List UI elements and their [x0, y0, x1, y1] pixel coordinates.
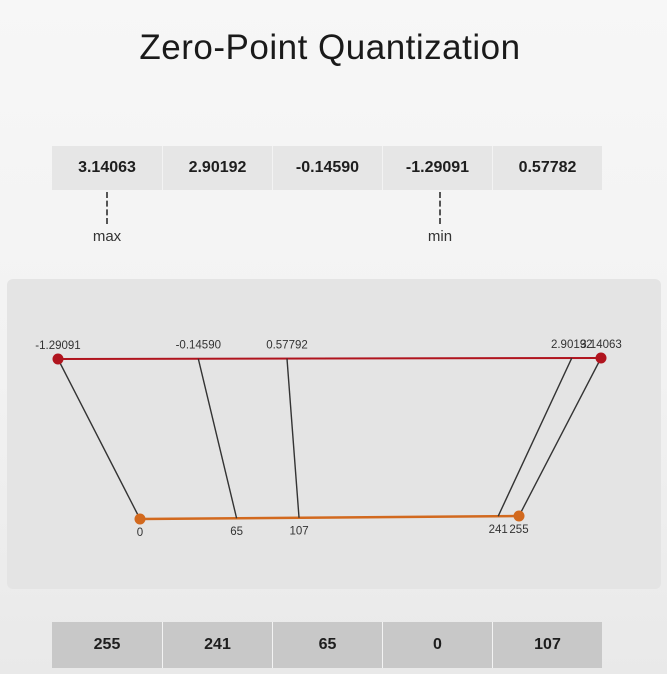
connector-lines: [57, 357, 602, 520]
output-value-cell: 241: [162, 622, 272, 668]
connector-line: [518, 357, 602, 517]
float-tick-label: 3.14063: [580, 339, 622, 351]
output-value-cell: 255: [52, 622, 162, 668]
int-tick-label: 255: [509, 524, 528, 536]
int-tick-label: 107: [289, 526, 308, 538]
min-label: min: [427, 228, 453, 245]
float-min-point: [52, 353, 64, 365]
connector-line: [497, 357, 573, 517]
int-min-point: [134, 513, 146, 525]
input-value-cell: 0.57782: [492, 146, 602, 190]
output-value-cell: 0: [382, 622, 492, 668]
int-max-point: [513, 510, 525, 522]
max-dashed-line: [106, 192, 108, 224]
input-value-cell: 3.14063: [52, 146, 162, 190]
float-tick-label: 2.90192: [551, 339, 593, 351]
connector-line: [57, 358, 141, 520]
output-value-cell: 107: [492, 622, 602, 668]
output-values-row: 255 241 65 0 107: [52, 622, 602, 668]
float-tick-label: -1.29091: [35, 340, 80, 352]
min-marker: min: [410, 192, 470, 245]
input-value-cell: -1.29091: [382, 146, 492, 190]
input-values-row: 3.14063 2.90192 -0.14590 -1.29091 0.5778…: [52, 146, 602, 190]
int-tick-label: 241: [489, 524, 508, 536]
int-axis-line: [139, 514, 520, 521]
int-tick-label: 0: [137, 527, 143, 539]
connector-line: [286, 358, 300, 518]
float-max-point: [595, 352, 607, 364]
max-marker: max: [77, 192, 137, 245]
output-value-cell: 65: [272, 622, 382, 668]
input-value-cell: 2.90192: [162, 146, 272, 190]
float-axis-line: [57, 357, 602, 360]
axis-endpoints: [52, 352, 607, 525]
float-tick-label: 0.57792: [266, 340, 308, 352]
page-title: Zero-Point Quantization: [139, 28, 521, 67]
input-value-cell: -0.14590: [272, 146, 382, 190]
int-tick-labels: 0 65 107 241 255: [137, 524, 529, 539]
max-label: max: [92, 228, 122, 245]
min-dashed-line: [439, 192, 441, 224]
int-tick-label: 65: [230, 526, 243, 538]
float-tick-label: -0.14590: [176, 340, 221, 352]
mapping-panel: [7, 279, 661, 589]
connector-line: [197, 358, 238, 519]
